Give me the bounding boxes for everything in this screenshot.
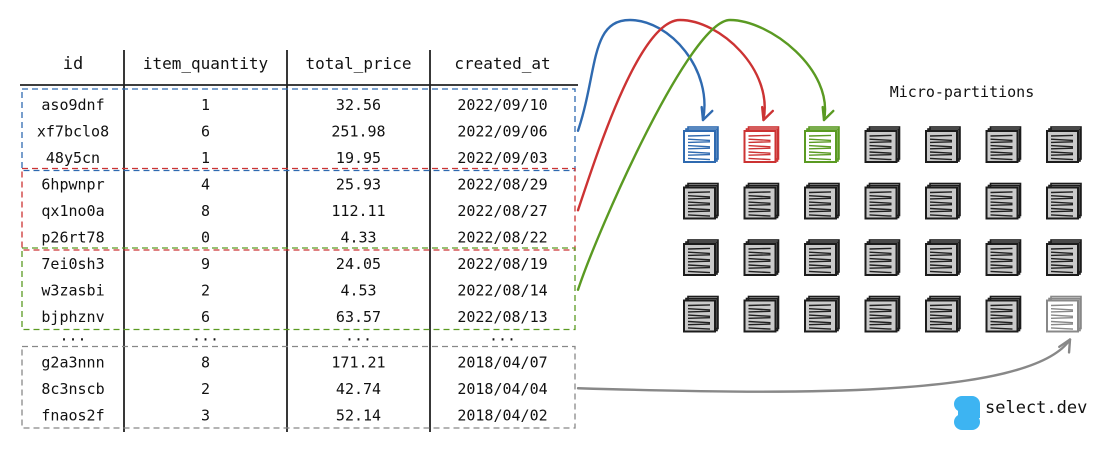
micro-partition-icon [1046, 239, 1082, 276]
table-cell: 2022/08/22 [457, 229, 547, 247]
micro-partition-icon [743, 239, 780, 276]
table-cell: 2018/04/02 [457, 407, 547, 425]
orders-table: id item_quantity total_price created_at aso9… [20, 50, 578, 432]
brand-name: select.dev [985, 398, 1088, 418]
micro-partition-icon [683, 126, 719, 163]
micro-partition-icon [985, 126, 1022, 163]
table-cell: 4.53 [340, 282, 376, 300]
micro-partition-icon [1046, 295, 1082, 333]
table-cell: g2a3nnn [41, 354, 104, 372]
table-cell: 2 [201, 282, 210, 300]
micro-partition-icon [864, 295, 901, 333]
micro-partition-icon [864, 182, 901, 220]
table-cell: qx1no0a [41, 202, 104, 220]
table-ellipsis: ... [489, 327, 516, 345]
micro-partition-icon [683, 182, 719, 220]
table-cell: 6 [201, 123, 210, 141]
table-cell: 2018/04/04 [457, 380, 547, 398]
table-cell: aso9dnf [41, 96, 104, 114]
row-group-border [21, 345, 576, 429]
table-cell: 6 [201, 308, 210, 326]
table-cell: 2022/09/06 [457, 123, 547, 141]
table-cell: 2022/08/29 [457, 176, 547, 194]
micro-partition-icon [683, 239, 719, 276]
table-cell: 48y5cn [46, 149, 100, 167]
micro-partition-icon [804, 295, 840, 333]
micro-partitions-grid [683, 126, 1082, 333]
partition-arrows [576, 18, 1072, 393]
table-cell: 1 [201, 96, 210, 114]
partition-arrow [576, 18, 714, 132]
partition-arrow [576, 18, 835, 291]
micro-partition-icon [985, 295, 1022, 333]
table-cell: bjphznv [41, 308, 104, 326]
table-cell: 4.33 [340, 229, 376, 247]
table-cell: 42.74 [336, 380, 381, 398]
row-group-border [21, 88, 576, 172]
micro-partition-icon [864, 126, 901, 163]
table-cell: 63.57 [336, 308, 381, 326]
table-cell: 2022/09/10 [457, 96, 547, 114]
table-cell: 2022/08/27 [457, 202, 547, 220]
table-cell: 2022/08/19 [457, 255, 547, 273]
table-cell: 2022/08/14 [457, 282, 547, 300]
table-cell: 8c3nscb [41, 380, 104, 398]
micro-partition-icon [1046, 126, 1082, 163]
table-cell: 32.56 [336, 96, 381, 114]
micro-partition-icon [804, 239, 840, 276]
table-cell: p26rt78 [41, 229, 104, 247]
table-cell: 112.11 [331, 202, 385, 220]
table-ellipsis: ... [345, 327, 372, 345]
micro-partition-icon [925, 182, 961, 220]
micro-partition-icon [925, 239, 961, 276]
table-cell: 8 [201, 202, 210, 220]
table-cell: 3 [201, 407, 210, 425]
row-group-border [21, 247, 576, 331]
table-cell: 0 [201, 229, 210, 247]
column-header: id [63, 54, 83, 74]
micro-partition-icon [1046, 182, 1082, 220]
table-cell: 52.14 [336, 407, 381, 425]
column-header: total_price [306, 54, 412, 73]
table-cell: 25.93 [336, 176, 381, 194]
table-ellipsis: ... [59, 327, 86, 345]
table-ellipsis: ... [192, 327, 219, 345]
column-header: created_at [454, 54, 550, 73]
table-cell: 24.05 [336, 255, 381, 273]
micro-partition-icon [985, 239, 1022, 276]
micro-partition-icon [683, 295, 719, 333]
micro-partition-icon [925, 295, 961, 333]
partition-arrow [576, 18, 775, 212]
table-cell: xf7bclo8 [37, 123, 109, 141]
table-cell: 9 [201, 255, 210, 273]
table-cell: 2018/04/07 [457, 354, 547, 372]
table-cell: 6hpwnpr [41, 176, 104, 194]
micro-partition-icon [804, 182, 840, 220]
table-cell: 2 [201, 380, 210, 398]
table-cell: 2022/09/03 [457, 149, 547, 167]
table-cell: w3zasbi [41, 282, 104, 300]
micro-partition-icon [743, 295, 780, 333]
micro-partition-icon [743, 182, 780, 220]
row-group-border [21, 167, 576, 251]
table-cell: 4 [201, 176, 210, 194]
micro-partitions-label: Micro-partitions [890, 83, 1035, 101]
micro-partition-icon [743, 126, 780, 163]
micro-partition-icon [804, 126, 840, 163]
micro-partition-icon [985, 182, 1022, 220]
table-cell: 8 [201, 354, 210, 372]
table-cell: 171.21 [331, 354, 385, 372]
table-cell: 19.95 [336, 149, 381, 167]
micro-partition-icon [925, 126, 961, 163]
table-cell: 2022/08/13 [457, 308, 547, 326]
select-dev-logo-icon [954, 396, 980, 430]
table-cell: fnaos2f [41, 407, 104, 425]
table-cell: 7ei0sh3 [41, 255, 104, 273]
column-header: item_quantity [143, 54, 269, 73]
micro-partition-icon [864, 239, 901, 276]
partition-arrow [576, 338, 1072, 393]
table-cell: 251.98 [331, 123, 385, 141]
table-cell: 1 [201, 149, 210, 167]
